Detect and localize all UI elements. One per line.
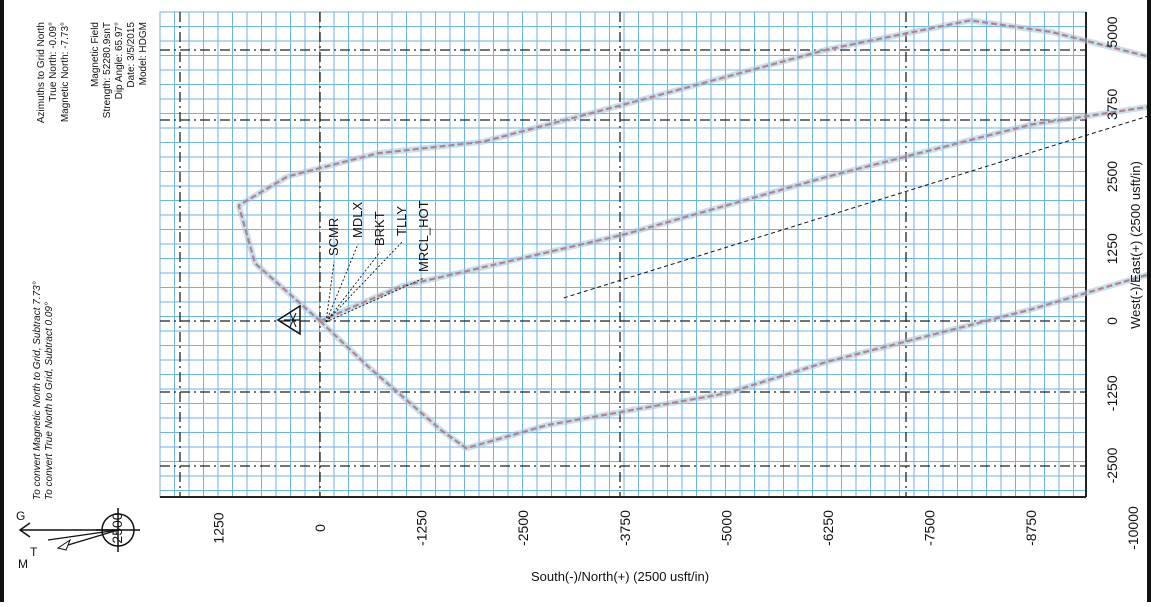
x-tick-label: -7500 — [922, 510, 938, 546]
grid-north-label: G — [16, 509, 25, 523]
wellhead-icon — [276, 304, 301, 336]
y-tick-labels: 5000 3750 2500 1250 0 -1250 -2500 — [1104, 16, 1120, 483]
x-tick-label: -6250 — [820, 510, 836, 546]
y-tick-label: -2500 — [1104, 447, 1120, 483]
true-north-value: True North: -0.09° — [48, 22, 59, 102]
formation-label: BRKT — [372, 211, 387, 246]
magnetic-field-header: Magnetic Field — [90, 22, 101, 87]
leader-line — [563, 114, 1151, 299]
formation-leader — [325, 277, 425, 323]
field-model: Model: HDGM — [138, 22, 149, 85]
x-tick-label: -5000 — [718, 510, 734, 546]
grid-layer — [159, 11, 1087, 498]
conversion-note-true: To convert True North to Grid, Subtract … — [44, 302, 55, 500]
x-tick-labels: 2500 1250 0 -1250 -2500 -3750 -5000 -6250 -7500 -… — [109, 506, 1141, 550]
dip-angle: Dip Angle: 65.97° — [114, 22, 125, 99]
scan-border-right — [1147, 0, 1151, 602]
major-grid-layer — [160, 12, 1087, 498]
y-axis-title: West(-)/East(+) (2500 usft/in) — [1128, 161, 1143, 329]
x-tick-label: -2500 — [515, 510, 531, 546]
magnetic-north-value: Magnetic North: -7.73° — [60, 22, 71, 122]
survey-date: Date: 3/5/2015 — [126, 22, 137, 88]
magnetic-north-label: M — [18, 557, 28, 571]
azimuth-header: Azimuths to Grid North — [36, 22, 47, 123]
formation-label: MDLX — [350, 202, 365, 238]
scan-border-left — [0, 0, 4, 602]
formation-label: MRCL_HOT — [416, 200, 431, 272]
formation-labels: SCMR MDLX BRKT TLLY MRCL_HOT — [325, 200, 431, 323]
y-tick-label: 2500 — [1104, 161, 1120, 192]
plot-frame — [159, 11, 1087, 498]
magnetic-strength: Strength: 52280.9snT — [102, 22, 113, 118]
x-tick-label: 1250 — [210, 512, 226, 543]
x-tick-label: -3750 — [617, 510, 633, 546]
conversion-note-magnetic: To convert Magnetic North to Grid, Subtr… — [32, 281, 43, 500]
x-tick-label: -8750 — [1023, 510, 1039, 546]
trajectory-halo — [318, 103, 1151, 324]
formation-label: SCMR — [326, 218, 341, 256]
x-axis-title: South(-)/North(+) (2500 usft/in) — [531, 569, 709, 584]
x-tick-label: -1250 — [414, 510, 430, 546]
x-tick-label: 0 — [312, 524, 328, 532]
true-north-label: T — [30, 545, 38, 559]
y-tick-label: 1250 — [1104, 233, 1120, 264]
y-tick-label: 5000 — [1104, 16, 1120, 47]
y-tick-label: 3750 — [1104, 89, 1120, 120]
x-tick-label: 2500 — [109, 512, 125, 543]
formation-leader — [325, 251, 381, 323]
y-tick-label: 0 — [1104, 317, 1120, 325]
x-tick-label: -10000 — [1125, 506, 1141, 550]
y-tick-label: -1250 — [1104, 375, 1120, 411]
trajectory-layer — [235, 17, 1151, 452]
north-arrow-icon — [18, 508, 140, 552]
trajectory-line — [237, 19, 1151, 450]
formation-label: TLLY — [394, 206, 409, 236]
